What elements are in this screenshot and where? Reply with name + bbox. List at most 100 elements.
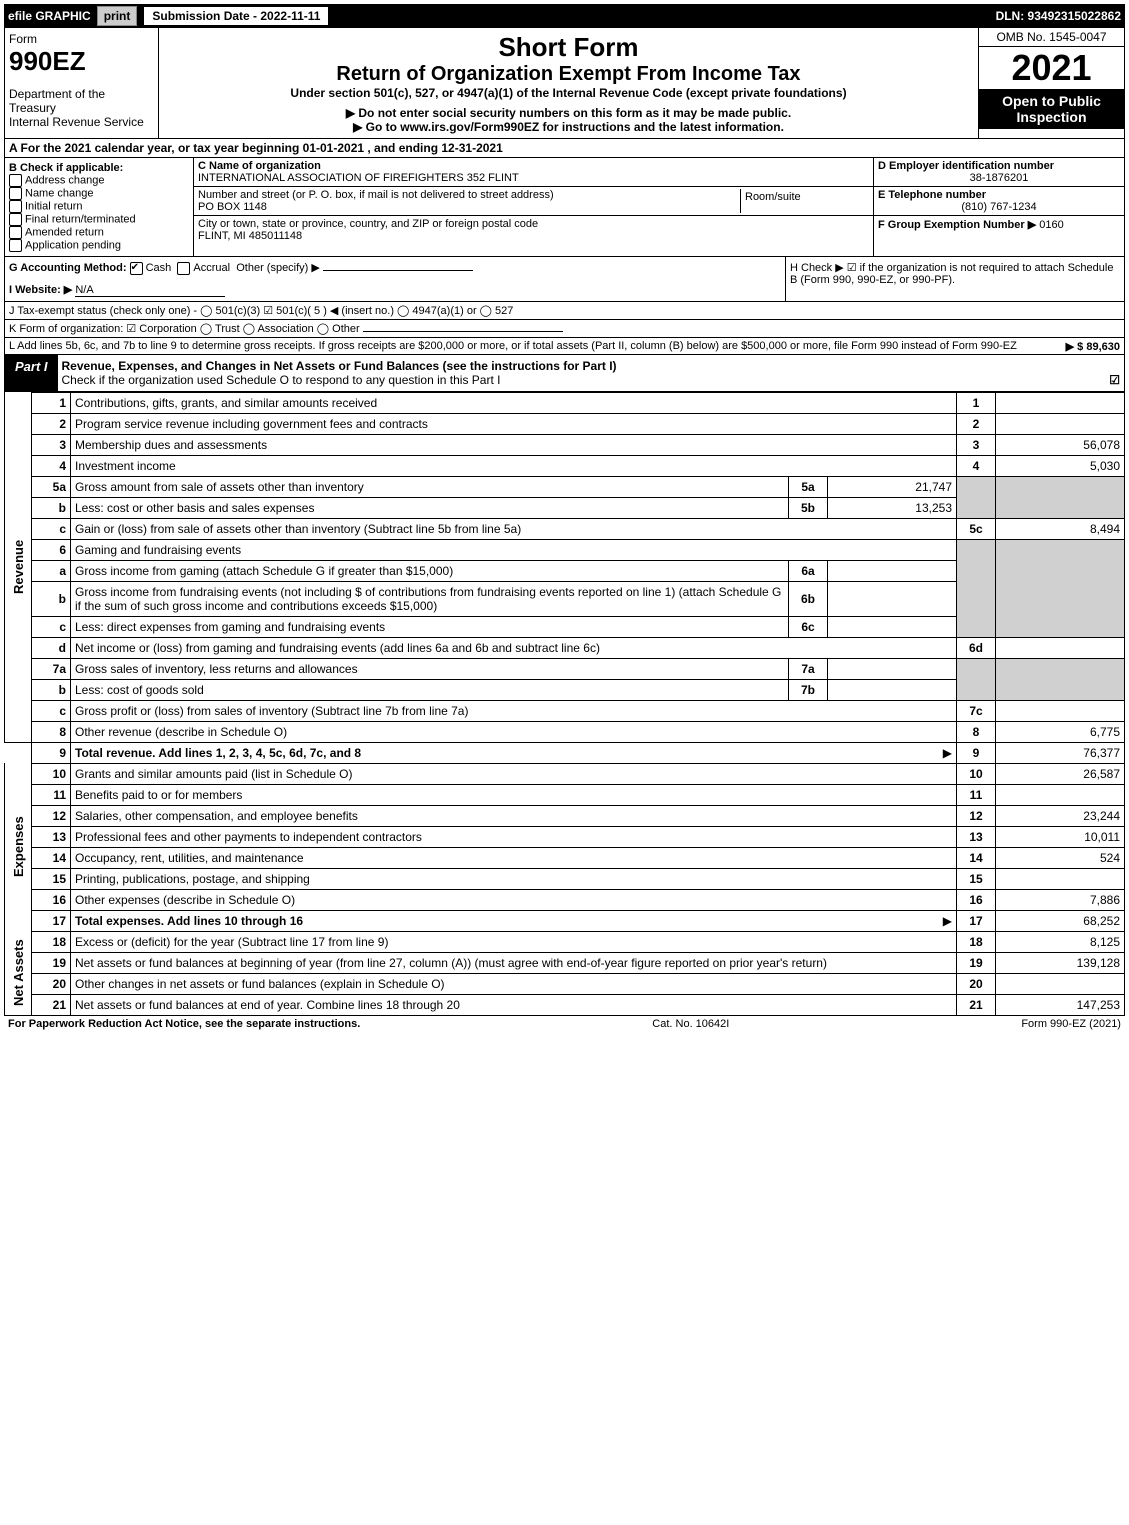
row-j: J Tax-exempt status (check only one) - ◯… [4,302,1125,320]
l12-rn: 12 [957,805,996,826]
l8-rn: 8 [957,721,996,742]
l16-rn: 16 [957,889,996,910]
l5a-num: 5a [32,476,71,497]
l10-val: 26,587 [996,763,1125,784]
l20-num: 20 [32,973,71,994]
footer-left: For Paperwork Reduction Act Notice, see … [8,1018,360,1030]
l7b-desc: Less: cost of goods sold [75,683,204,697]
l6b-num: b [32,581,71,616]
lines-table: Revenue 1 Contributions, gifts, grants, … [4,392,1125,1016]
l6-desc: Gaming and fundraising events [75,543,241,557]
l5ab-shade-rn [957,476,996,518]
l15-val [996,868,1125,889]
checkbox-amended[interactable] [9,226,22,239]
row-l-value: ▶ $ 89,630 [1066,340,1120,353]
l8-num: 8 [32,721,71,742]
l7c-val [996,700,1125,721]
part1-checked: ☑ [1109,373,1120,387]
l16-num: 16 [32,889,71,910]
l5ab-shade-val [996,476,1125,518]
l16-desc: Other expenses (describe in Schedule O) [75,893,295,907]
l17-rn: 17 [957,910,996,931]
l19-desc: Net assets or fund balances at beginning… [75,956,827,970]
l2-num: 2 [32,413,71,434]
ein-value: 38-1876201 [878,172,1120,184]
l11-val [996,784,1125,805]
l21-rn: 21 [957,994,996,1015]
ein-label: D Employer identification number [878,160,1120,172]
l7a-mn: 7a [789,658,828,679]
l5b-mv: 13,253 [828,497,957,518]
l6d-desc: Net income or (loss) from gaming and fun… [75,641,600,655]
l6c-num: c [32,616,71,637]
l13-val: 10,011 [996,826,1125,847]
part1-tab: Part I [5,355,58,391]
main-title: Return of Organization Exempt From Incom… [163,63,974,86]
subtitle-2: ▶ Do not enter social security numbers o… [163,106,974,120]
l6b-mn: 6b [789,581,828,616]
org-name-label: C Name of organization [198,160,869,172]
cb-label-5: Application pending [25,239,121,251]
row-k-other-line[interactable] [363,331,563,332]
l4-rn: 4 [957,455,996,476]
l5c-num: c [32,518,71,539]
l20-desc: Other changes in net assets or fund bala… [75,977,445,991]
l19-num: 19 [32,952,71,973]
dept-label: Department of the Treasury [9,87,154,115]
l7ab-shade-rn [957,658,996,700]
l10-rn: 10 [957,763,996,784]
l17-num: 17 [32,910,71,931]
l6c-mv [828,616,957,637]
l5b-mn: 5b [789,497,828,518]
l18-val: 8,125 [996,931,1125,952]
l14-val: 524 [996,847,1125,868]
footer-center: Cat. No. 10642I [652,1018,729,1030]
l21-val: 147,253 [996,994,1125,1015]
l6a-mn: 6a [789,560,828,581]
l21-desc: Net assets or fund balances at end of ye… [75,998,460,1012]
city-label: City or town, state or province, country… [198,218,869,230]
side-netassets: Net Assets [5,931,32,1015]
l1-desc: Contributions, gifts, grants, and simila… [75,396,377,410]
l9-desc: Total revenue. Add lines 1, 2, 3, 4, 5c,… [75,746,361,760]
checkbox-initial-return[interactable] [9,200,22,213]
cash-label: Cash [146,262,172,274]
checkbox-address-change[interactable] [9,174,22,187]
l7c-num: c [32,700,71,721]
row-l-text: L Add lines 5b, 6c, and 7b to line 9 to … [9,340,1017,352]
l19-val: 139,128 [996,952,1125,973]
l6a-num: a [32,560,71,581]
l12-val: 23,244 [996,805,1125,826]
checkbox-cash[interactable] [130,262,143,275]
irs-label: Internal Revenue Service [9,115,154,129]
l18-desc: Excess or (deficit) for the year (Subtra… [75,935,388,949]
l4-num: 4 [32,455,71,476]
l20-rn: 20 [957,973,996,994]
l5c-rn: 5c [957,518,996,539]
l18-num: 18 [32,931,71,952]
checkbox-final-return[interactable] [9,213,22,226]
l7c-rn: 7c [957,700,996,721]
l9-num: 9 [32,742,71,763]
l1-num: 1 [32,392,71,413]
print-button[interactable]: print [97,6,138,26]
l15-rn: 15 [957,868,996,889]
l5a-mn: 5a [789,476,828,497]
accrual-label: Accrual [193,262,230,274]
checkbox-accrual[interactable] [177,262,190,275]
checkbox-pending[interactable] [9,239,22,252]
box-b-label: B Check if applicable: [9,162,189,174]
open-inspection: Open to Public Inspection [979,89,1124,129]
other-specify-line[interactable] [323,270,473,271]
l3-rn: 3 [957,434,996,455]
side-expenses: Expenses [5,763,32,931]
checkbox-name-change[interactable] [9,187,22,200]
l1-rn: 1 [957,392,996,413]
subtitle-1: Under section 501(c), 527, or 4947(a)(1)… [163,86,974,100]
l7b-mn: 7b [789,679,828,700]
subtitle-3: ▶ Go to www.irs.gov/Form990EZ for instru… [163,120,974,134]
l7c-desc: Gross profit or (loss) from sales of inv… [75,704,468,718]
box-c: C Name of organization INTERNATIONAL ASS… [194,158,873,256]
cb-label-4: Amended return [25,226,104,238]
street-value: PO BOX 1148 [198,201,740,213]
